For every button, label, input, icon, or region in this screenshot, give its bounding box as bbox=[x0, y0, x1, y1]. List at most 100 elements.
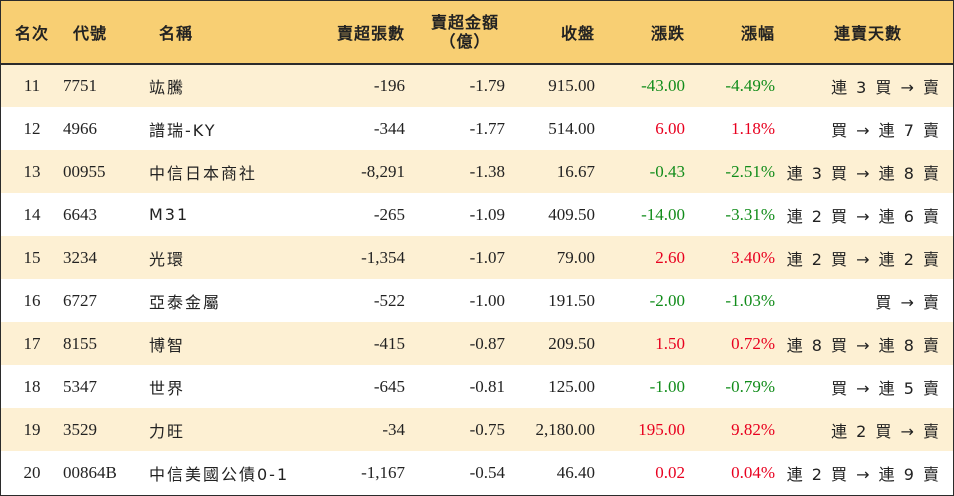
name-cell: M31 bbox=[149, 205, 190, 224]
name-cell: 光環 bbox=[149, 249, 186, 269]
close-cell: 2,180.00 bbox=[535, 419, 596, 439]
net-sell-lots-cell: -415 bbox=[373, 333, 405, 353]
change-pct-cell: 0.72% bbox=[731, 333, 775, 353]
code-cell: 00864B bbox=[63, 462, 117, 482]
header-streak[interactable]: 連賣天數 bbox=[775, 1, 953, 65]
close-cell: 125.00 bbox=[548, 376, 595, 396]
rank-cell: 17 bbox=[23, 333, 41, 353]
change-pct-cell: -2.51% bbox=[725, 161, 775, 181]
streak-cell: 連 8 買 → 連 8 賣 bbox=[786, 335, 941, 355]
rank-cell: 18 bbox=[23, 376, 41, 396]
header-change[interactable]: 漲跌 bbox=[595, 1, 685, 65]
net-sell-amount-cell: -1.79 bbox=[469, 76, 505, 95]
streak-cell: 買 → 連 5 賣 bbox=[831, 378, 941, 398]
net-sell-lots-cell: -8,291 bbox=[361, 161, 405, 181]
rank-cell: 11 bbox=[23, 76, 41, 95]
table-row[interactable]: 11 7751 竑騰 -196 -1.79 915.00 -43.00 -4.49% 連 3 買… bbox=[1, 64, 953, 107]
streak-cell: 連 2 買 → 連 6 賣 bbox=[786, 206, 941, 226]
net-sell-amount-cell: -0.87 bbox=[469, 333, 505, 353]
close-cell: 915.00 bbox=[548, 76, 595, 95]
table-row[interactable]: 18 5347 世界 -645 -0.81 125.00 -1.00 -0.79% 買 → 連 … bbox=[1, 365, 953, 408]
table-row[interactable]: 13 00955 中信日本商社 -8,291 -1.38 16.67 -0.43 -2.51%… bbox=[1, 150, 953, 193]
net-sell-amount-cell: -0.81 bbox=[469, 376, 505, 396]
code-cell: 5347 bbox=[63, 376, 97, 396]
table-row[interactable]: 15 3234 光環 -1,354 -1.07 79.00 2.60 3.40% 連 2 買 →… bbox=[1, 236, 953, 279]
close-cell: 79.00 bbox=[556, 247, 595, 267]
net-sell-lots-cell: -196 bbox=[373, 76, 405, 95]
net-sell-amount-cell: -1.00 bbox=[469, 290, 505, 310]
header-net-sell-amount-line1: 賣超金額 bbox=[430, 13, 499, 32]
code-cell: 8155 bbox=[63, 333, 97, 353]
code-cell: 3234 bbox=[63, 247, 97, 267]
rank-cell: 16 bbox=[23, 290, 41, 310]
rank-cell: 14 bbox=[23, 204, 41, 224]
change-cell: 2.60 bbox=[655, 247, 685, 267]
rank-cell: 15 bbox=[23, 247, 41, 267]
name-cell: 亞泰金屬 bbox=[149, 292, 222, 312]
change-cell: -14.00 bbox=[641, 204, 685, 224]
header-change-pct[interactable]: 漲幅 bbox=[685, 1, 775, 65]
net-sell-lots-cell: -34 bbox=[382, 419, 405, 439]
net-sell-lots-cell: -344 bbox=[373, 118, 405, 138]
rank-cell: 20 bbox=[23, 462, 41, 482]
table-row[interactable]: 17 8155 博智 -415 -0.87 209.50 1.50 0.72% 連 8 買 → … bbox=[1, 322, 953, 365]
code-cell: 00955 bbox=[63, 161, 106, 181]
name-cell: 中信日本商社 bbox=[149, 163, 258, 183]
streak-cell: 連 2 買 → 連 2 賣 bbox=[786, 249, 941, 269]
code-cell: 6727 bbox=[63, 290, 97, 310]
net-sell-amount-cell: -1.07 bbox=[469, 247, 505, 267]
table-row[interactable]: 16 6727 亞泰金屬 -522 -1.00 191.50 -2.00 -1.03% 買 → … bbox=[1, 279, 953, 322]
net-sell-amount-cell: -1.09 bbox=[469, 204, 505, 224]
net-sell-lots-cell: -645 bbox=[373, 376, 405, 396]
table-row[interactable]: 12 4966 譜瑞-KY -344 -1.77 514.00 6.00 1.18% 買 → 連… bbox=[1, 107, 953, 150]
change-pct-cell: -1.03% bbox=[725, 290, 775, 310]
change-cell: -1.00 bbox=[649, 376, 685, 396]
code-cell: 6643 bbox=[63, 204, 97, 224]
code-cell: 4966 bbox=[63, 118, 97, 138]
header-net-sell-amount[interactable]: 賣超金額 （億） bbox=[405, 1, 505, 65]
close-cell: 46.40 bbox=[556, 462, 595, 482]
header-code[interactable]: 代號 bbox=[63, 1, 145, 65]
table-row[interactable]: 19 3529 力旺 -34 -0.75 2,180.00 195.00 9.82% 連 2 買… bbox=[1, 408, 953, 451]
change-pct-cell: 0.04% bbox=[731, 462, 775, 482]
change-cell: -43.00 bbox=[641, 76, 685, 95]
net-sell-amount-cell: -0.54 bbox=[469, 462, 505, 482]
table-body: 11 7751 竑騰 -196 -1.79 915.00 -43.00 -4.49% 連 3 買… bbox=[1, 64, 953, 494]
streak-cell: 連 2 買 → 連 9 賣 bbox=[786, 464, 941, 484]
close-cell: 191.50 bbox=[548, 290, 595, 310]
change-cell: 0.02 bbox=[655, 462, 685, 482]
streak-cell: 連 3 買 → 賣 bbox=[831, 78, 941, 97]
name-cell: 博智 bbox=[149, 335, 186, 355]
header-close[interactable]: 收盤 bbox=[505, 1, 595, 65]
rank-cell: 12 bbox=[23, 118, 41, 138]
net-sell-amount-cell: -1.77 bbox=[469, 118, 505, 138]
header-net-sell-amount-line2: （億） bbox=[439, 32, 491, 51]
rank-cell: 19 bbox=[23, 419, 41, 439]
name-cell: 力旺 bbox=[149, 421, 186, 441]
change-pct-cell: 9.82% bbox=[731, 419, 775, 439]
net-sell-lots-cell: -1,354 bbox=[361, 247, 405, 267]
table-row[interactable]: 20 00864B 中信美國公債0-1 -1,167 -0.54 46.40 0.02 0.0… bbox=[1, 451, 953, 494]
change-cell: 1.50 bbox=[655, 333, 685, 353]
close-cell: 16.67 bbox=[556, 161, 595, 181]
streak-cell: 連 3 買 → 連 8 賣 bbox=[786, 163, 941, 183]
close-cell: 514.00 bbox=[548, 118, 595, 138]
rank-cell: 13 bbox=[23, 161, 41, 181]
net-sell-lots-cell: -522 bbox=[373, 290, 405, 310]
close-cell: 409.50 bbox=[548, 204, 595, 224]
net-sell-amount-cell: -1.38 bbox=[469, 161, 505, 181]
name-cell: 竑騰 bbox=[149, 78, 186, 97]
change-pct-cell: 3.40% bbox=[731, 247, 775, 267]
change-cell: -0.43 bbox=[649, 161, 685, 181]
net-sell-amount-cell: -0.75 bbox=[469, 419, 505, 439]
change-cell: -2.00 bbox=[649, 290, 685, 310]
close-cell: 209.50 bbox=[548, 333, 595, 353]
change-pct-cell: -4.49% bbox=[725, 76, 775, 95]
header-net-sell-lots[interactable]: 賣超張數 bbox=[315, 1, 405, 65]
name-cell: 譜瑞-KY bbox=[149, 120, 217, 140]
table-row[interactable]: 14 6643 M31 -265 -1.09 409.50 -14.00 -3.31% 連 2 … bbox=[1, 193, 953, 236]
header-name[interactable]: 名稱 bbox=[145, 1, 315, 65]
header-rank[interactable]: 名次 bbox=[1, 1, 63, 65]
